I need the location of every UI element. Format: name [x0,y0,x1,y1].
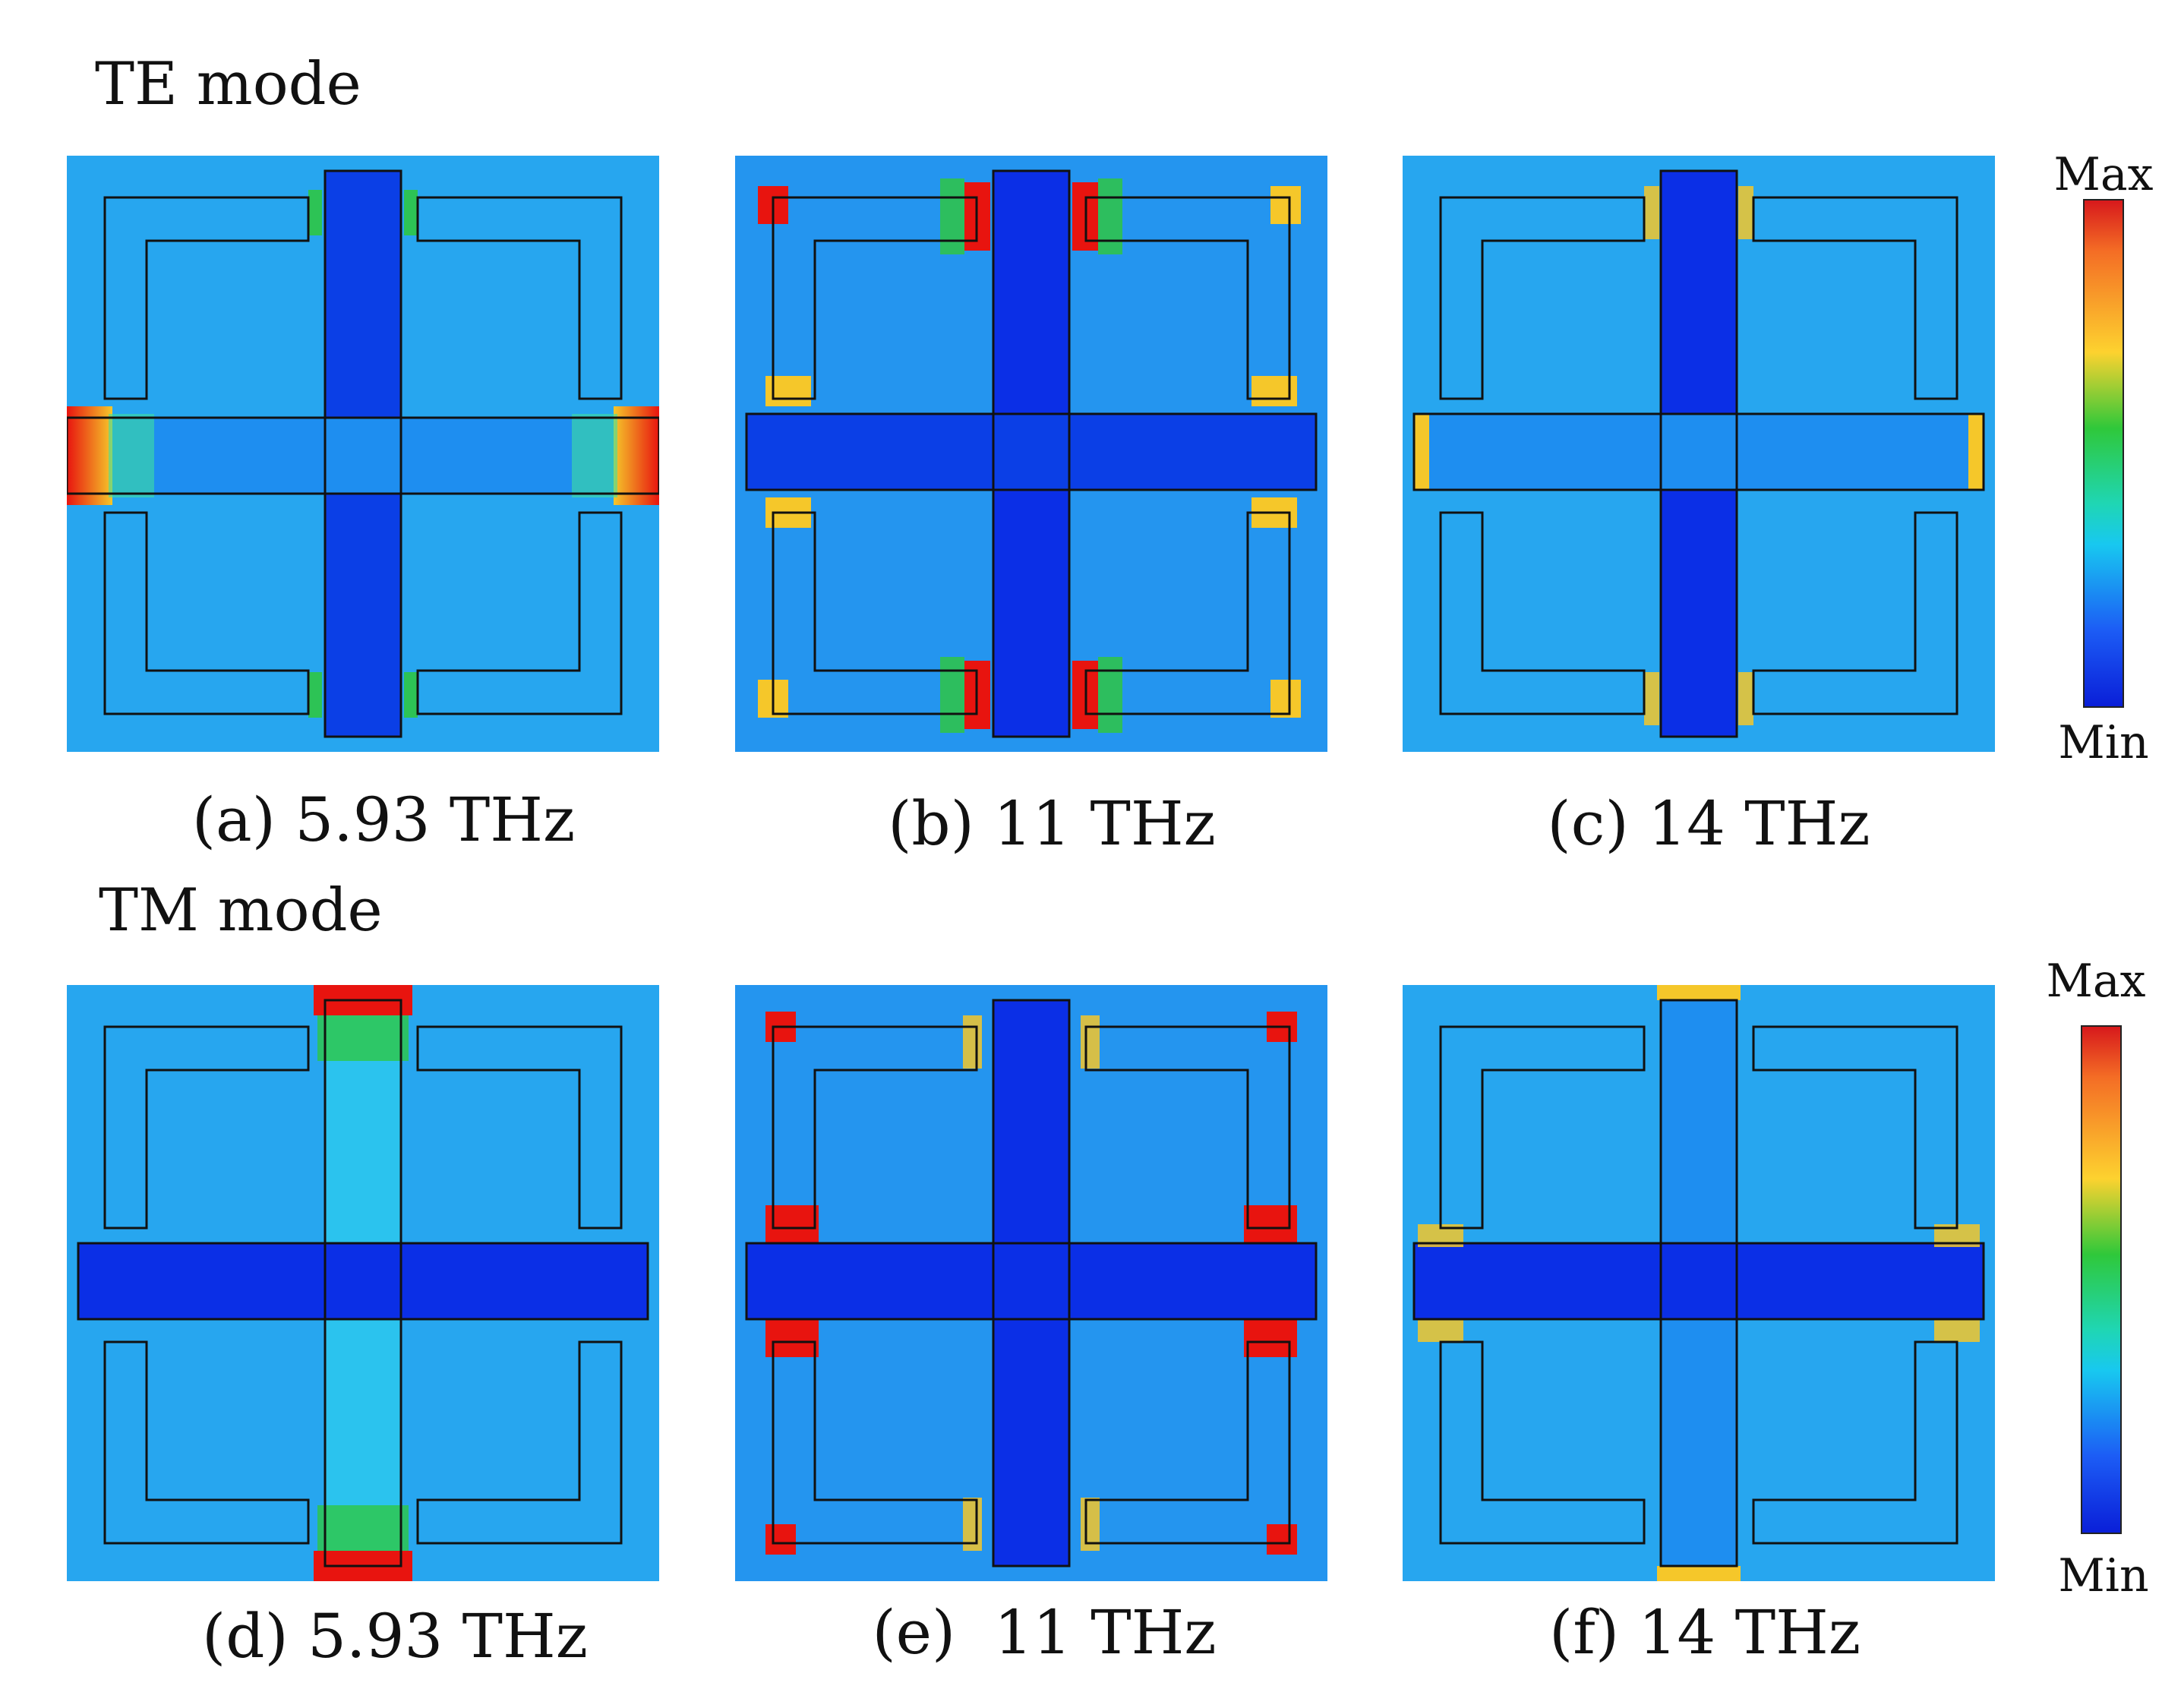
structure-outline [1412,999,1985,1568]
colorbar-min-label-tm: Min [2058,1549,2149,1602]
hot-spot [1244,1205,1297,1243]
caption-e: (e) 11 THz [872,1597,1217,1668]
caption-c: (c) 14 THz [1547,788,1870,859]
structure-outline [745,999,1318,1568]
warm-spot-gap [963,1015,982,1069]
cross-horizontal-field [1414,414,1984,490]
warm-spot [1098,178,1122,254]
cross-horizontal-field [78,1243,648,1319]
warm-spot [1934,1319,1980,1342]
warm-spot-gap [1081,1015,1100,1069]
warm-spot-top [1657,985,1741,1000]
panel-tm-d [67,985,659,1581]
corner-hot-spot [1270,680,1301,718]
field-map-tm-e [735,985,1327,1581]
cross-horizontal-field [746,1243,1316,1319]
field-map-te-c [1403,156,1995,752]
structure-outline [67,169,659,738]
warm-spot-gap [1081,1498,1100,1551]
warm-spot [1418,1319,1463,1342]
warm-spot-gap [1644,186,1659,239]
structure-outline [77,999,649,1568]
colorbar-te [2083,199,2124,708]
panel-tm-e [735,985,1327,1581]
warm-spot-bottom [317,1505,409,1551]
warm-spot-top [317,1015,409,1061]
panel-te-c [1403,156,1995,752]
cross-horizontal-field [746,414,1316,490]
panel-tm-f [1403,985,1995,1581]
caption-b: (b) 11 THz [888,788,1216,859]
warm-spot-gap [1644,672,1659,725]
hot-spot [765,1205,819,1243]
hot-spot [765,1319,819,1357]
cross-horizontal-field [67,418,659,494]
structure-outline [745,169,1318,738]
warm-glow-left [109,414,154,497]
warm-spot-end [1414,414,1429,490]
hot-spot [1244,1319,1297,1357]
field-map-tm-f [1403,985,1995,1581]
warm-spot [1098,657,1122,733]
te-mode-title: TE mode [95,50,361,118]
warm-spot-gap [308,190,322,235]
colorbar-max-label-te: Max [2053,148,2154,201]
warm-spot-bottom [1657,1566,1741,1581]
colorbar-max-label-tm: Max [2046,955,2146,1008]
caption-a: (a) 5.93 THz [191,785,576,855]
colorbar-tm [2081,1025,2122,1534]
panel-te-b [735,156,1327,752]
warm-spot-end [1968,414,1984,490]
warm-spot-gap [404,190,418,235]
corner-hot-spot [765,1524,796,1555]
caption-f: (f) 14 THz [1549,1597,1861,1668]
tm-mode-title: TM mode [99,876,383,945]
warm-spot-gap [1738,672,1753,725]
hot-spot-left [67,406,112,505]
field-map-te-a [67,156,659,752]
structure-outline [1412,169,1985,738]
warm-spot [940,657,964,733]
corner-hot-spot [1267,1524,1297,1555]
field-map-te-b [735,156,1327,752]
warm-glow-right [572,414,617,497]
field-map-tm-d [67,985,659,1581]
corner-hot-spot [1270,186,1301,224]
caption-d: (d) 5.93 THz [202,1601,588,1672]
warm-spot-gap [1738,186,1753,239]
warm-spot [940,178,964,254]
warm-spot-gap [308,672,322,718]
colorbar-min-label-te: Min [2058,716,2149,769]
cross-horizontal-field [1414,1243,1984,1319]
warm-spot-gap [404,672,418,718]
warm-spot-gap [963,1498,982,1551]
hot-spot-right [614,406,659,505]
panel-te-a [67,156,659,752]
